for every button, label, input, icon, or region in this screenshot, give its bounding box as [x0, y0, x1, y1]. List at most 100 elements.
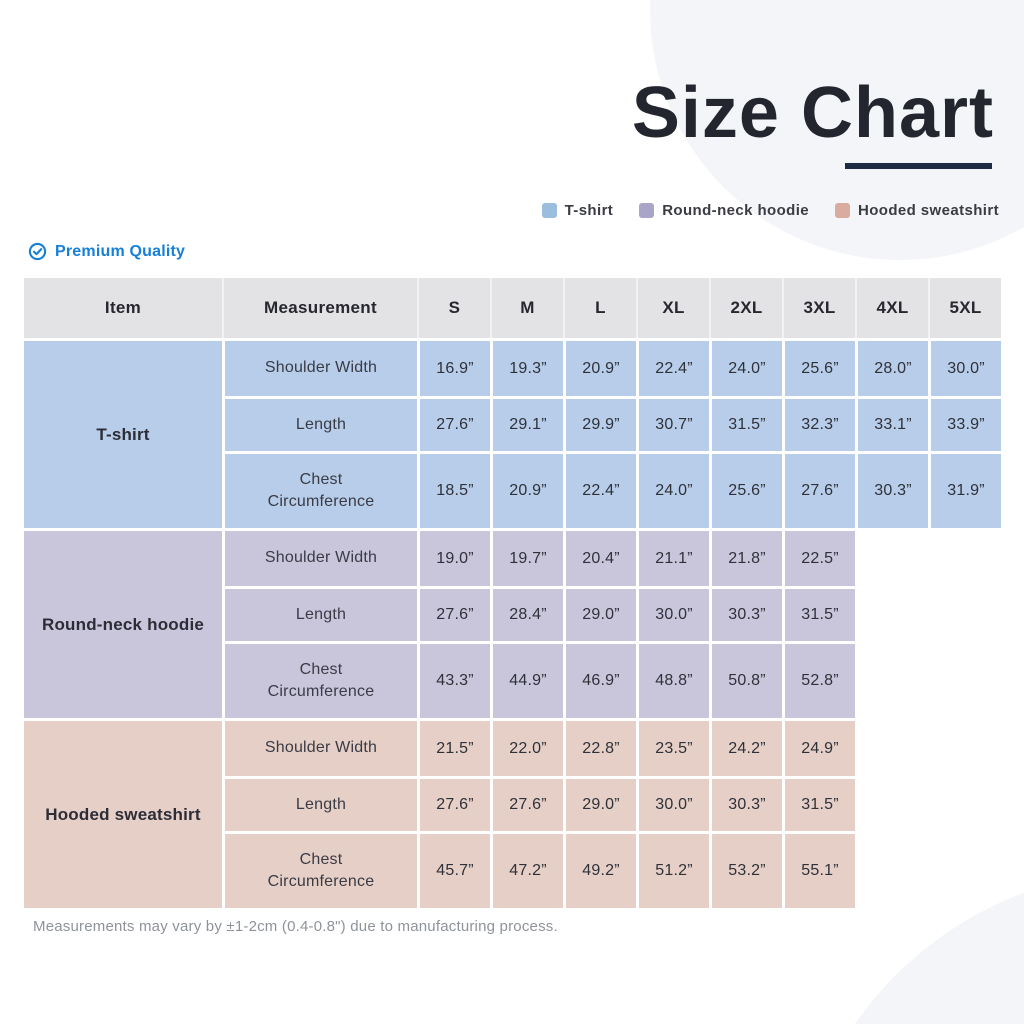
item-label-t-shirt: T-shirt	[24, 341, 222, 528]
value-cell: 31.5”	[782, 776, 855, 831]
premium-quality-label: Premium Quality	[55, 242, 186, 260]
value-cell: 29.9”	[563, 396, 636, 451]
value-cell: 24.9”	[782, 721, 855, 776]
measurement-label-length: Length	[222, 776, 417, 831]
value-cell: 47.2”	[490, 831, 563, 908]
measurement-label-length: Length	[222, 586, 417, 641]
item-label-hooded-sweatshirt: Hooded sweatshirt	[24, 721, 222, 908]
value-cell: 22.8”	[563, 721, 636, 776]
value-cell: 30.3”	[855, 451, 928, 528]
value-cell: 20.9”	[563, 341, 636, 396]
measurement-label-chest-circumference: Chest Circumference	[222, 831, 417, 908]
value-cell: 30.3”	[709, 776, 782, 831]
value-cell: 46.9”	[563, 641, 636, 718]
value-cell: 30.3”	[709, 586, 782, 641]
column-header-2xl: 2XL	[709, 278, 782, 338]
value-cell: 19.7”	[490, 531, 563, 586]
value-cell: 31.5”	[709, 396, 782, 451]
section-hooded-sweatshirt: Hooded sweatshirt Shoulder Width 21.5” 22.0…	[24, 721, 855, 908]
value-cell: 28.0”	[855, 341, 928, 396]
column-header-l: L	[563, 278, 636, 338]
value-cell: 27.6”	[782, 451, 855, 528]
legend: T-shirt Round-neck hoodie Hooded sweatshir…	[541, 202, 999, 219]
value-cell: 49.2”	[563, 831, 636, 908]
page-title: Size Chart	[631, 73, 994, 153]
value-cell: 19.3”	[490, 341, 563, 396]
measurement-label-chest-circumference: Chest Circumference	[222, 641, 417, 718]
value-cell: 24.2”	[709, 721, 782, 776]
measurement-label-chest-circumference: Chest Circumference	[222, 451, 417, 528]
column-header-measurement: Measurement	[222, 278, 417, 338]
legend-swatch-icon	[639, 203, 655, 218]
value-cell: 21.1”	[636, 531, 709, 586]
measurement-disclaimer: Measurements may vary by ±1-2cm (0.4-0.8…	[33, 918, 558, 935]
legend-label: Round-neck hoodie	[662, 202, 809, 219]
value-cell: 44.9”	[490, 641, 563, 718]
column-header-s: S	[417, 278, 490, 338]
value-cell: 29.1”	[490, 396, 563, 451]
title-underline	[845, 163, 992, 169]
value-cell: 52.8”	[782, 641, 855, 718]
value-cell: 27.6”	[417, 776, 490, 831]
size-chart-table: Item Measurement S M L XL 2XL 3XL 4XL 5XL T-shirt…	[24, 278, 1001, 908]
column-header-item: Item	[104, 298, 142, 317]
legend-item-t-shirt: T-shirt	[541, 202, 614, 219]
value-cell: 16.9”	[417, 341, 490, 396]
value-cell: 30.0”	[928, 341, 1001, 396]
legend-label: Hooded sweatshirt	[858, 202, 999, 219]
value-cell: 55.1”	[782, 831, 855, 908]
column-header-xl: XL	[636, 278, 709, 338]
measurement-label-length: Length	[222, 396, 417, 451]
value-cell: 33.1”	[855, 396, 928, 451]
legend-item-hooded-sweatshirt: Hooded sweatshirt	[835, 202, 999, 219]
value-cell: 27.6”	[490, 776, 563, 831]
column-header-3xl: 3XL	[782, 278, 855, 338]
verified-check-icon	[28, 242, 47, 261]
value-cell: 18.5”	[417, 451, 490, 528]
premium-quality-badge: Premium Quality	[28, 242, 185, 261]
value-cell: 22.5”	[782, 531, 855, 586]
measurement-label-shoulder-width: Shoulder Width	[222, 531, 417, 586]
value-cell: 24.0”	[636, 451, 709, 528]
measurement-label-shoulder-width: Shoulder Width	[222, 721, 417, 776]
value-cell: 22.0”	[490, 721, 563, 776]
value-cell: 27.6”	[417, 586, 490, 641]
item-label-round-neck-hoodie: Round-neck hoodie	[24, 531, 222, 718]
value-cell: 51.2”	[636, 831, 709, 908]
value-cell: 25.6”	[782, 341, 855, 396]
legend-item-round-neck-hoodie: Round-neck hoodie	[639, 202, 809, 219]
value-cell: 21.8”	[709, 531, 782, 586]
legend-label: T-shirt	[564, 202, 614, 219]
value-cell: 20.9”	[490, 451, 563, 528]
value-cell: 30.0”	[636, 586, 709, 641]
column-header-4xl: 4XL	[855, 278, 928, 338]
value-cell: 45.7”	[417, 831, 490, 908]
value-cell: 30.7”	[636, 396, 709, 451]
column-header-m: M	[490, 278, 563, 338]
legend-swatch-icon	[835, 203, 850, 218]
value-cell: 23.5”	[636, 721, 709, 776]
value-cell: 29.0”	[563, 586, 636, 641]
value-cell: 29.0”	[563, 776, 636, 831]
value-cell: 21.5”	[417, 721, 490, 776]
value-cell: 22.4”	[563, 451, 636, 528]
measurement-label-shoulder-width: Shoulder Width	[222, 341, 417, 396]
value-cell: 30.0”	[636, 776, 709, 831]
value-cell: 31.9”	[928, 451, 1001, 528]
value-cell: 25.6”	[709, 451, 782, 528]
legend-swatch-icon	[541, 203, 557, 218]
value-cell: 28.4”	[490, 586, 563, 641]
value-cell: 20.4”	[563, 531, 636, 586]
value-cell: 22.4”	[636, 341, 709, 396]
column-header-5xl: 5XL	[928, 278, 1001, 338]
value-cell: 33.9”	[928, 396, 1001, 451]
value-cell: 19.0”	[417, 531, 490, 586]
section-t-shirt: T-shirt Shoulder Width 16.9” 19.3” 20.9” 22.4…	[24, 341, 1001, 528]
section-round-neck-hoodie: Round-neck hoodie Shoulder Width 19.0” 19.7…	[24, 531, 855, 718]
value-cell: 32.3”	[782, 396, 855, 451]
table-header-row: Item Measurement S M L XL 2XL 3XL 4XL 5XL	[24, 278, 1001, 338]
value-cell: 53.2”	[709, 831, 782, 908]
value-cell: 24.0”	[709, 341, 782, 396]
value-cell: 50.8”	[709, 641, 782, 718]
